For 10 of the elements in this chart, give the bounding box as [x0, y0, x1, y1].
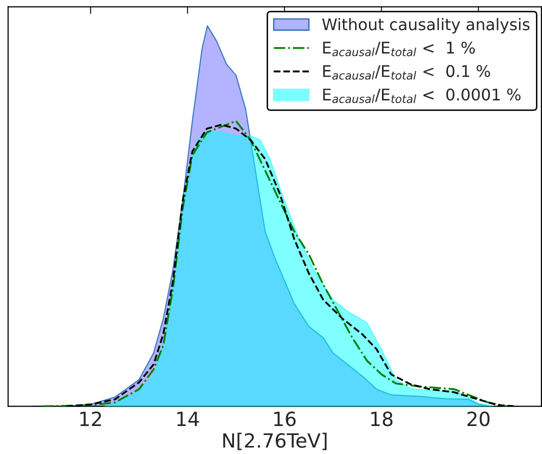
legend-label: E$_{acausal}$/E$_{total}$ < 0.1 % — [323, 65, 490, 80]
legend-label: E$_{acausal}$/E$_{total}$ < 1 % — [323, 42, 475, 56]
legend-label: Without causality analysis — [322, 18, 530, 34]
x-tick-label: 12 — [80, 412, 101, 426]
x-tick-label: 18 — [371, 412, 392, 426]
x-tick-label: 16 — [274, 412, 296, 426]
x-axis-title: N[2.76TeV] — [223, 432, 327, 450]
x-tick-label: 20 — [467, 412, 490, 426]
x-tick-label: 14 — [177, 412, 199, 426]
legend-label: E$_{acausal}$/E$_{total}$ < 0.0001 % — [323, 88, 521, 104]
